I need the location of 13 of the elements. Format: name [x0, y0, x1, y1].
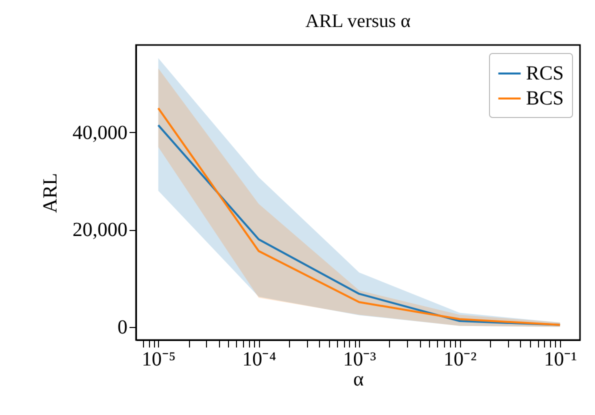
y-tick-label: 0 [118, 316, 128, 338]
y-tick-label: 40,000 [72, 122, 128, 144]
legend-label: RCS [526, 62, 564, 84]
legend-label: BCS [526, 88, 564, 110]
x-tick-label: 10⁻⁵ [142, 348, 176, 370]
y-axis-title: ARL [40, 173, 62, 213]
x-axis-title: α [353, 368, 364, 390]
x-tick-label: 10⁻³ [343, 348, 376, 370]
x-tick-label: 10⁻⁴ [242, 348, 276, 370]
x-tick-label: 10⁻¹ [544, 348, 578, 370]
chart-title: ARL versus α [305, 11, 411, 32]
y-tick-label: 20,000 [72, 219, 128, 242]
x-tick-label: 10⁻² [444, 348, 477, 370]
